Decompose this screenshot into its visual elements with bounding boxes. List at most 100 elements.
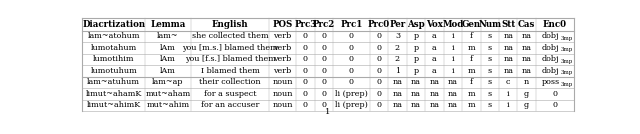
Text: na: na	[448, 78, 458, 86]
Text: for a suspect: for a suspect	[204, 90, 257, 98]
Text: 0: 0	[349, 78, 354, 86]
Text: 0: 0	[303, 32, 308, 40]
Text: 0: 0	[303, 90, 308, 98]
Text: she collected them: she collected them	[192, 32, 268, 40]
Text: Prc1: Prc1	[340, 20, 363, 29]
Text: s: s	[488, 90, 492, 98]
Text: i: i	[452, 44, 454, 52]
Text: Gen: Gen	[462, 20, 481, 29]
Text: verb: verb	[273, 44, 292, 52]
Text: a: a	[432, 44, 437, 52]
Text: 0: 0	[376, 67, 381, 75]
Text: lAm: lAm	[160, 67, 176, 75]
Text: 0: 0	[376, 32, 381, 40]
Text: Diacrtization: Diacrtization	[82, 20, 145, 29]
Text: s: s	[488, 101, 492, 109]
Text: noun: noun	[273, 90, 293, 98]
Text: 0: 0	[321, 78, 326, 86]
Text: 0: 0	[349, 67, 354, 75]
Text: p: p	[413, 32, 419, 40]
Text: for an accuser: for an accuser	[201, 101, 259, 109]
Text: na: na	[503, 44, 513, 52]
Text: na: na	[411, 78, 421, 86]
Text: na: na	[411, 90, 421, 98]
Text: g: g	[524, 90, 529, 98]
Text: na: na	[503, 55, 513, 63]
Text: dobj: dobj	[542, 55, 559, 63]
Text: 1: 1	[325, 108, 331, 116]
Text: i: i	[452, 32, 454, 40]
Text: na: na	[392, 78, 403, 86]
Text: 0: 0	[376, 55, 381, 63]
Text: Prc3: Prc3	[294, 20, 316, 29]
Text: na: na	[411, 101, 421, 109]
Text: 0: 0	[303, 55, 308, 63]
Text: na: na	[429, 90, 440, 98]
Text: na: na	[392, 90, 403, 98]
Text: 2: 2	[395, 55, 400, 63]
Text: 3mp: 3mp	[560, 82, 572, 87]
Text: 0: 0	[552, 101, 557, 109]
Text: limut~ahimK: limut~ahimK	[86, 101, 141, 109]
Text: 0: 0	[321, 55, 326, 63]
Text: a: a	[432, 32, 437, 40]
Text: 0: 0	[321, 67, 326, 75]
Text: na: na	[522, 32, 532, 40]
Text: 0: 0	[376, 44, 381, 52]
Text: m: m	[468, 101, 475, 109]
Text: s: s	[488, 67, 492, 75]
Text: Prc2: Prc2	[312, 20, 335, 29]
Text: li (prep): li (prep)	[335, 90, 368, 98]
Text: lumotihim: lumotihim	[93, 55, 134, 63]
Text: 0: 0	[303, 101, 308, 109]
Text: their collection: their collection	[199, 78, 261, 86]
Text: f: f	[470, 32, 473, 40]
Text: noun: noun	[273, 78, 293, 86]
Text: lAm: lAm	[160, 44, 176, 52]
Text: 3mp: 3mp	[560, 70, 572, 75]
Text: noun: noun	[273, 101, 293, 109]
Text: na: na	[522, 44, 532, 52]
Text: you [f.s.] blamed them: you [f.s.] blamed them	[184, 55, 275, 63]
Text: Asp: Asp	[407, 20, 425, 29]
Text: lam~: lam~	[157, 32, 179, 40]
Text: 0: 0	[349, 55, 354, 63]
Text: 3mp: 3mp	[560, 36, 572, 41]
Text: I blamed them: I blamed them	[200, 67, 259, 75]
Text: Mod: Mod	[442, 20, 463, 29]
Text: m: m	[468, 90, 475, 98]
Text: na: na	[448, 101, 458, 109]
Text: Lemma: Lemma	[150, 20, 186, 29]
Text: p: p	[413, 55, 419, 63]
Text: g: g	[524, 101, 529, 109]
Text: 0: 0	[376, 78, 381, 86]
Text: 0: 0	[349, 44, 354, 52]
Text: verb: verb	[273, 67, 292, 75]
Text: 3: 3	[395, 32, 400, 40]
Text: mut~aham: mut~aham	[145, 90, 191, 98]
Text: dobj: dobj	[542, 32, 559, 40]
Text: i: i	[507, 90, 509, 98]
Text: na: na	[429, 78, 440, 86]
Text: na: na	[522, 55, 532, 63]
Text: 0: 0	[321, 101, 326, 109]
Text: i: i	[452, 55, 454, 63]
Text: POS: POS	[273, 20, 292, 29]
Text: s: s	[488, 55, 492, 63]
Text: 2: 2	[395, 44, 400, 52]
Text: m: m	[468, 44, 475, 52]
Text: lam~atohum: lam~atohum	[88, 32, 140, 40]
Text: 0: 0	[321, 90, 326, 98]
Text: 0: 0	[321, 44, 326, 52]
Text: na: na	[522, 67, 532, 75]
Text: lumotuhum: lumotuhum	[90, 67, 137, 75]
Text: s: s	[488, 32, 492, 40]
Text: 3mp: 3mp	[560, 59, 572, 64]
Text: dobj: dobj	[542, 67, 559, 75]
Text: f: f	[470, 78, 473, 86]
Text: m: m	[468, 67, 475, 75]
Text: lumotahum: lumotahum	[91, 44, 137, 52]
Text: lam~atuhum: lam~atuhum	[87, 78, 140, 86]
Text: c: c	[506, 78, 511, 86]
Text: na: na	[392, 101, 403, 109]
